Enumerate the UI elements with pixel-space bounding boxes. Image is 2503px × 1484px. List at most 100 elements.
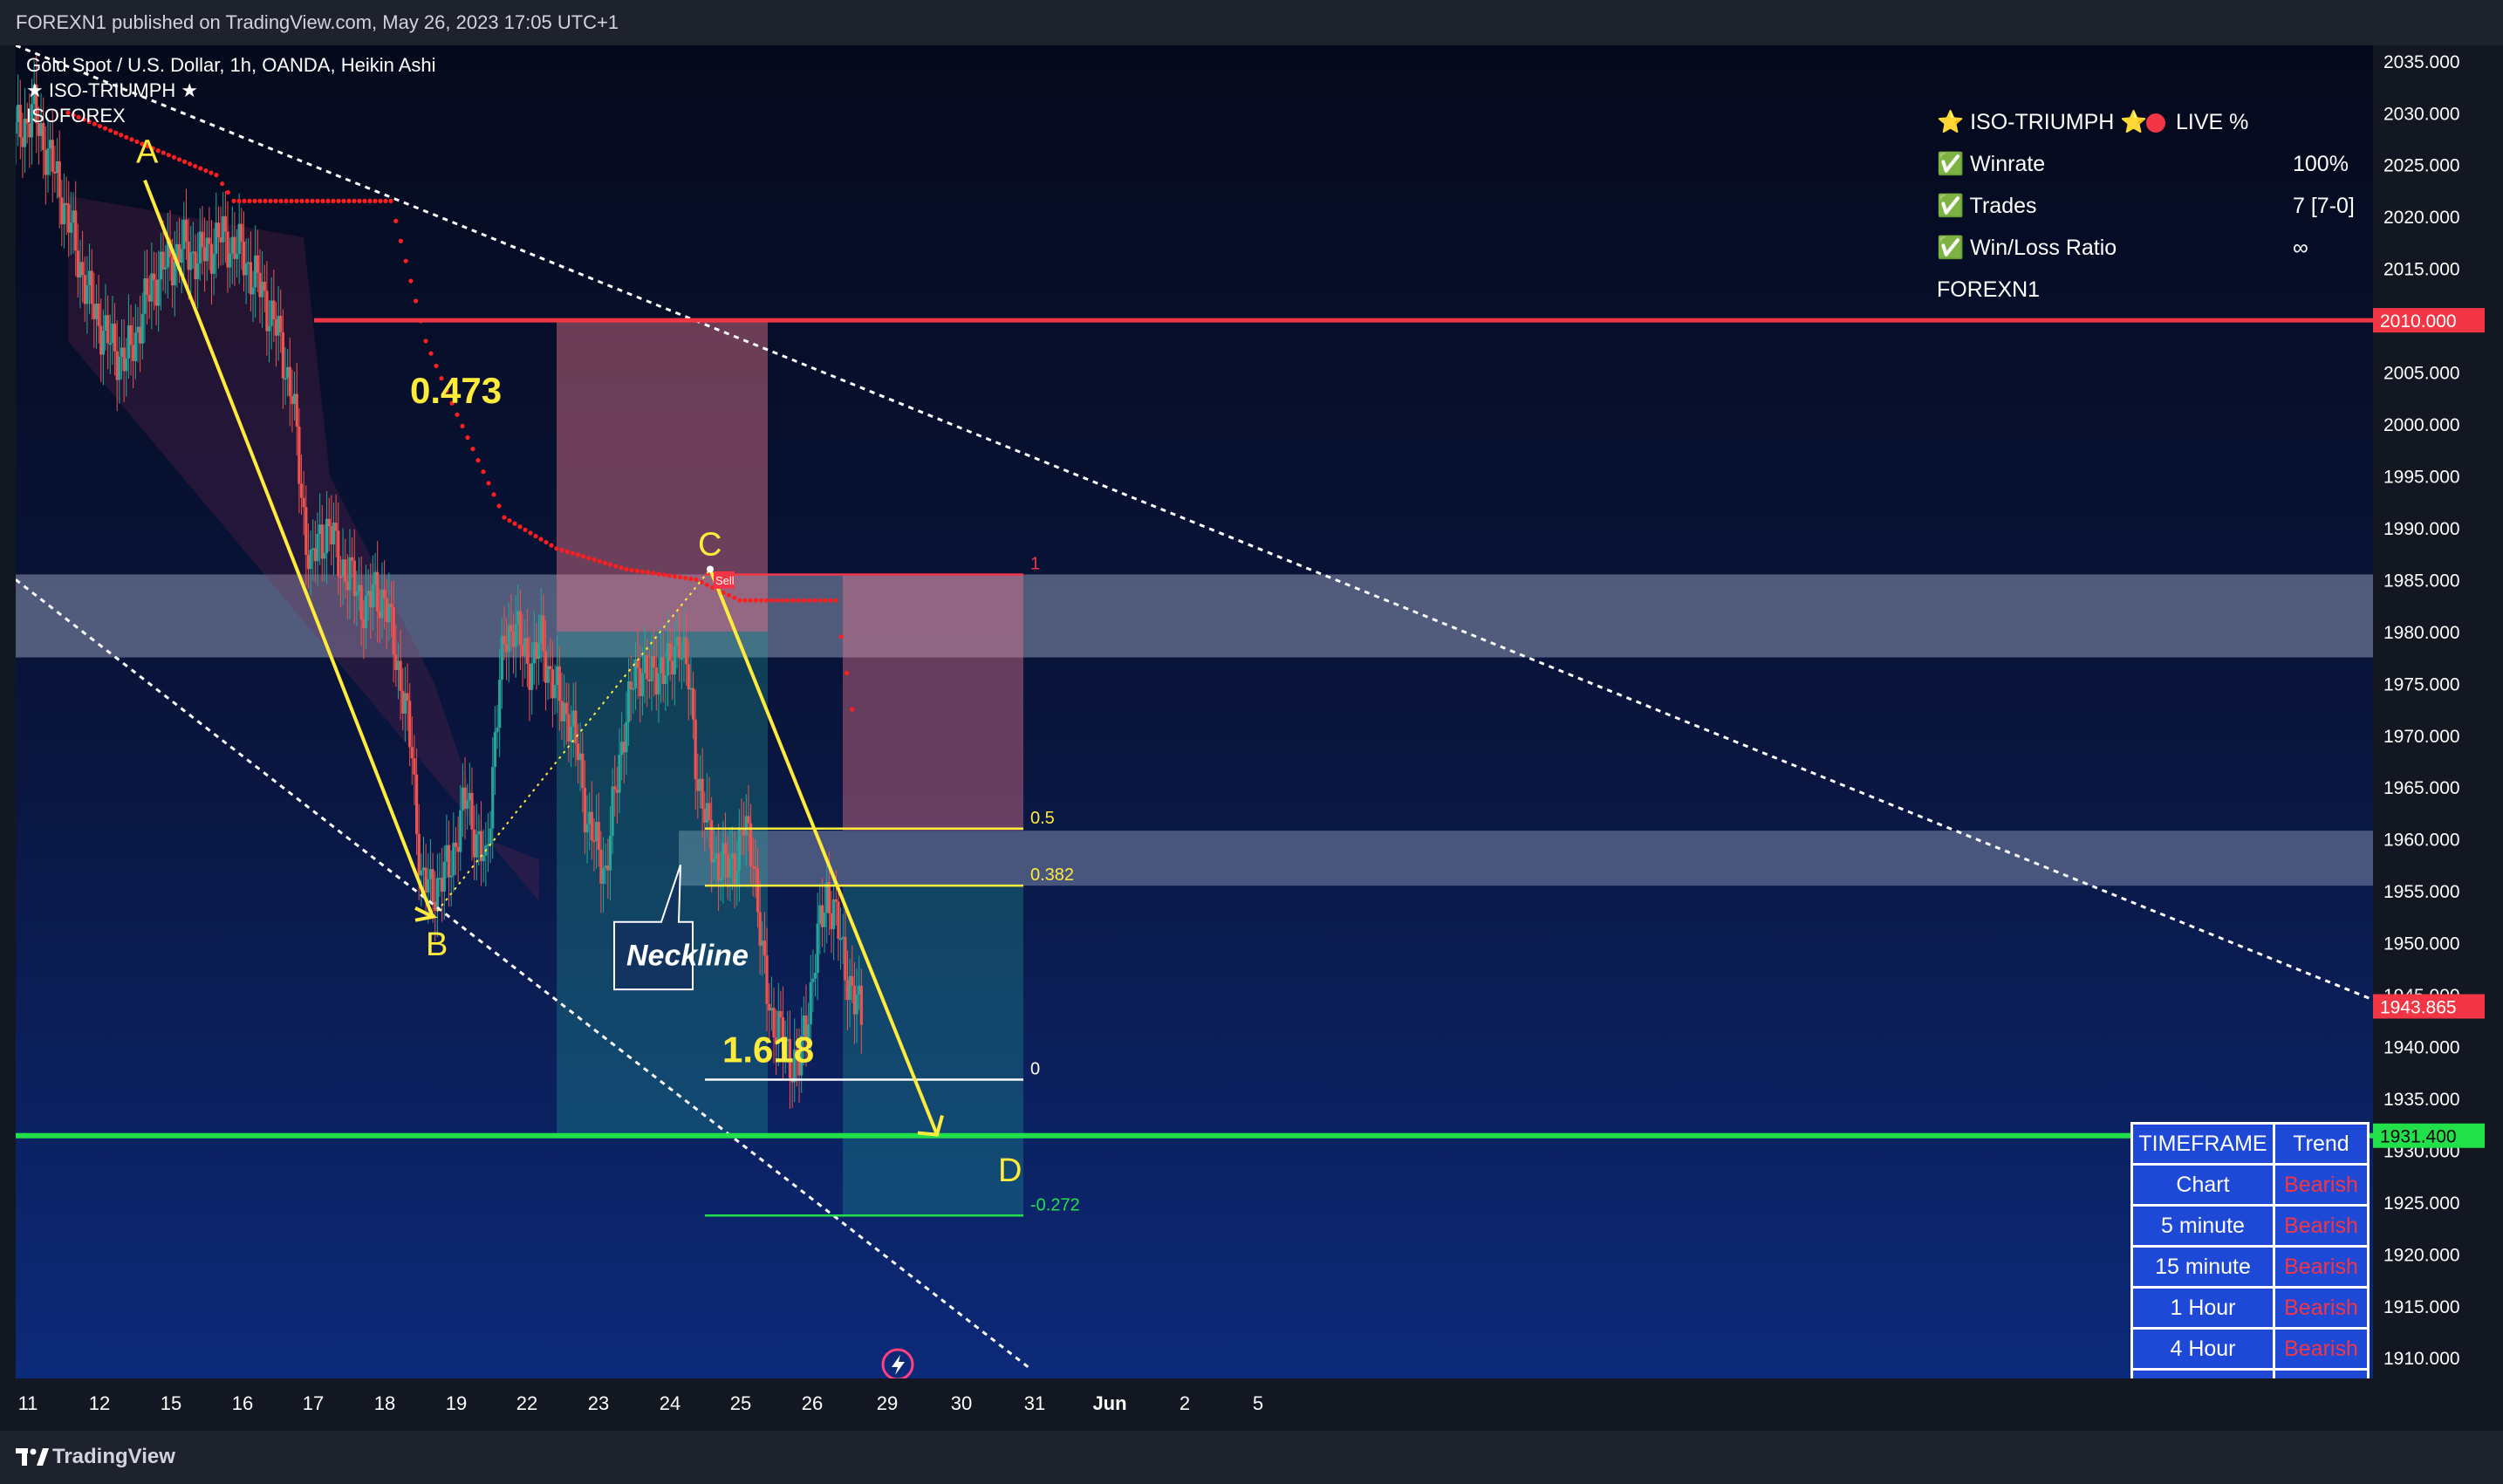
- indicator-sub-label: ISOFOREX: [26, 105, 126, 127]
- price-axis[interactable]: 1910.000 1915.000 1920.000 1925.000 1930.000…: [2373, 45, 2503, 1431]
- candle-body: [696, 779, 700, 791]
- time-tick-label: 16: [232, 1392, 253, 1414]
- candle-body: [493, 732, 496, 768]
- candle-body: [17, 105, 20, 122]
- timeframe-cell: 4 Hour: [2130, 1327, 2275, 1371]
- candle-body: [657, 673, 660, 695]
- trailing-stop-dot: [284, 198, 289, 203]
- candle-body: [55, 161, 59, 174]
- candle-body: [701, 778, 704, 809]
- candle-body: [187, 241, 190, 270]
- candle-body: [776, 1010, 780, 1044]
- trailing-stop-dot: [388, 198, 393, 203]
- candle-body: [83, 275, 86, 304]
- candle-body: [449, 875, 453, 878]
- table-row: 5 minute Bearish: [2130, 1204, 2370, 1248]
- trailing-stop-dot: [252, 198, 257, 203]
- trailing-stop-dot: [408, 278, 414, 284]
- trailing-stop-dot: [634, 568, 639, 573]
- candle-body: [615, 789, 619, 793]
- candle-body: [357, 585, 361, 592]
- trailing-stop-dot: [828, 598, 833, 603]
- candle-body: [459, 810, 462, 852]
- trailing-stop-dot: [145, 143, 150, 149]
- candle-body: [482, 855, 485, 862]
- candle-body: [685, 637, 688, 665]
- candle-body: [730, 853, 735, 859]
- time-tick-label: 5: [1253, 1392, 1263, 1414]
- trailing-stop-dot: [790, 598, 796, 603]
- candle-body: [604, 865, 607, 869]
- candle-body: [299, 483, 304, 498]
- trend-cell: Bearish: [2273, 1245, 2370, 1289]
- candle-body: [171, 256, 174, 286]
- trailing-stop-dot: [81, 117, 86, 122]
- trend-cell: Bearish: [2273, 1163, 2370, 1207]
- trailing-stop-dot: [507, 518, 512, 523]
- candle-body: [486, 844, 490, 846]
- candle-body: [719, 878, 722, 881]
- candle-body: [209, 243, 214, 274]
- candle-body: [62, 202, 66, 225]
- candle-body: [297, 426, 301, 484]
- trailing-stop-dot: [336, 198, 341, 203]
- trailing-stop-dot: [257, 198, 263, 203]
- candle-body: [111, 323, 114, 344]
- candle-body: [650, 656, 653, 681]
- trades-label: ✅ Trades: [1937, 194, 2037, 218]
- candle-body: [143, 278, 147, 314]
- trailing-stop-dot: [362, 198, 367, 203]
- trailing-stop-dot: [383, 198, 388, 203]
- candle-body: [588, 811, 592, 824]
- price-tick-label: 2000.000: [2383, 415, 2460, 435]
- candle-body: [608, 836, 612, 871]
- stop-loss-box: [557, 320, 768, 632]
- time-axis[interactable]: 11 12 15 16 17 18 19 22 23 24 25 26 29 30 31 Jun 2 5: [16, 1378, 2373, 1431]
- trailing-stop-dot: [113, 130, 119, 135]
- candle-body: [154, 279, 158, 306]
- candle-body: [855, 994, 858, 1015]
- trailing-stop-dot: [512, 521, 517, 526]
- chart-canvas[interactable]: 1 0.5 0.382 0 -0.272 A B C D 1.618 0.473 Neckline Se…: [16, 45, 2373, 1378]
- candle-body: [147, 294, 151, 302]
- candle-body: [838, 938, 843, 940]
- time-tick-label: Jun: [1092, 1392, 1126, 1414]
- candle-body: [441, 878, 444, 892]
- trailing-stop-dot: [403, 258, 408, 263]
- candle-body: [807, 1024, 810, 1038]
- trailing-stop-dot: [97, 123, 103, 129]
- candle-body: [643, 654, 646, 674]
- candle-body: [654, 667, 658, 695]
- candle-body: [795, 1050, 799, 1057]
- trailing-stop-dot: [119, 133, 124, 138]
- candle-body: [399, 660, 402, 691]
- candle-body: [646, 654, 649, 680]
- candle-body: [858, 985, 861, 995]
- trailing-stop-dot: [721, 590, 726, 595]
- candle-body: [362, 619, 366, 628]
- price-tick-label: 1950.000: [2383, 934, 2460, 954]
- price-tick-label: 1970.000: [2383, 727, 2460, 747]
- candle-body: [553, 685, 557, 699]
- candle-body: [851, 975, 854, 986]
- candle-body: [133, 332, 137, 361]
- candle-body: [597, 822, 600, 851]
- trailing-stop-dot: [523, 527, 528, 532]
- candle-body: [571, 710, 575, 727]
- candle-body: [768, 1003, 771, 1011]
- footer-brand[interactable]: TradingView: [52, 1445, 175, 1468]
- candle-body: [756, 868, 760, 913]
- candle-body: [592, 840, 596, 843]
- trailing-stop-dot: [613, 564, 619, 569]
- fib-level-label: -0.272: [1030, 1195, 1080, 1214]
- candle-body: [694, 719, 697, 780]
- channel-lower-line: [16, 578, 1030, 1370]
- pattern-point-label: B: [426, 927, 448, 963]
- arrow-b-icon: [414, 906, 439, 922]
- candle-body: [518, 611, 523, 646]
- indicator-name[interactable]: ★ ISO-TRIUMPH ★: [26, 79, 199, 101]
- trailing-stop-dot: [299, 198, 304, 203]
- symbol-title[interactable]: Gold Spot / U.S. Dollar, 1h, OANDA, Heik…: [26, 54, 436, 76]
- candle-body: [325, 518, 329, 553]
- chart-pane[interactable]: 1 0.5 0.382 0 -0.272 A B C D 1.618 0.473 Neckline Se…: [16, 45, 2373, 1378]
